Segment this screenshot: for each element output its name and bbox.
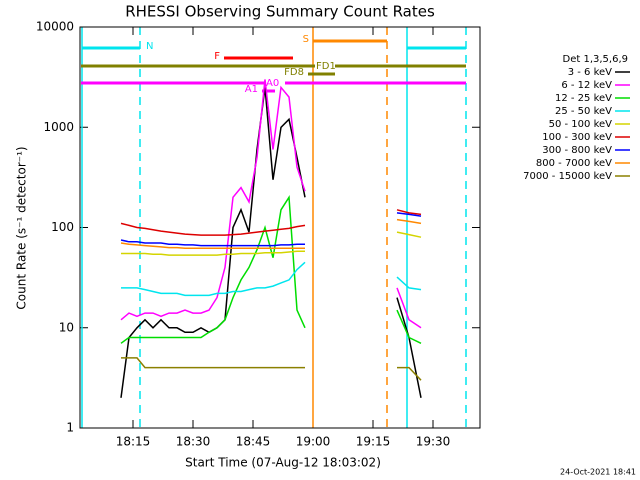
x-tick-label: 18:30 [176, 435, 211, 449]
legend-label: 12 - 25 keV [555, 93, 612, 104]
x-tick-label: 19:00 [296, 435, 331, 449]
legend-label: 25 - 50 keV [555, 106, 612, 117]
flag-label: FD8 [284, 67, 304, 78]
flag-label: FD1 [316, 61, 336, 72]
footer: 24-Oct-2021 18:41 [560, 468, 636, 477]
series-line [120, 209, 422, 236]
legend-label: 7000 - 15000 keV [523, 171, 612, 182]
x-tick-label: 19:15 [356, 435, 391, 449]
series-line [121, 357, 422, 381]
series-line [120, 194, 422, 344]
y-tick-label: 1 [66, 421, 74, 435]
chart-title: RHESSI Observing Summary Count Rates [125, 3, 435, 21]
flag-label: F [214, 51, 220, 62]
x-tick-label: 19:30 [416, 435, 451, 449]
series-line [120, 218, 422, 250]
x-tick-label: 18:15 [116, 435, 151, 449]
flag-label: A0 [266, 78, 279, 89]
x-axis-label: Start Time (07-Aug-12 18:03:02) [185, 456, 381, 470]
legend-label: 300 - 800 keV [542, 145, 612, 156]
flag-label-bg [265, 77, 285, 88]
series-line [120, 212, 422, 247]
legend-label: 800 - 7000 keV [536, 158, 612, 169]
y-tick-label: 10000 [36, 20, 74, 34]
x-tick-label: 18:45 [236, 435, 271, 449]
flag-label: N [146, 41, 153, 52]
flag-label-bg [315, 60, 335, 71]
flag-label: S [303, 34, 309, 45]
legend-label: 3 - 6 keV [568, 67, 612, 78]
series-line [121, 261, 422, 297]
flag-label: A1 [245, 84, 258, 95]
series-line [120, 79, 422, 329]
series-line [121, 231, 422, 256]
legend-label: 6 - 12 keV [561, 80, 612, 91]
legend-label: 50 - 100 keV [549, 119, 613, 130]
plot-frame [79, 26, 481, 429]
legend-label: 100 - 300 keV [542, 132, 612, 143]
y-tick-label: 100 [51, 220, 74, 234]
y-tick-label: 1000 [43, 120, 74, 134]
y-axis-label: Count Rate (s⁻¹ detector⁻¹) [15, 146, 29, 309]
legend-title: Det 1,3,5,6,9 [563, 54, 628, 65]
y-tick-label: 10 [59, 320, 74, 334]
